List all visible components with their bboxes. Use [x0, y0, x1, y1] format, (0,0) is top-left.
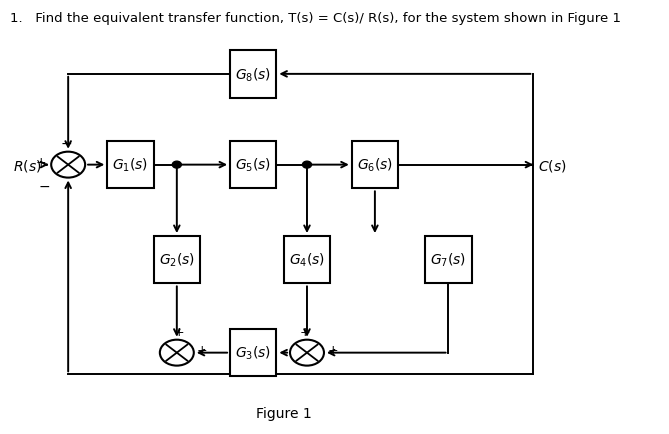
Text: +: + [35, 155, 46, 168]
Bar [230, 51, 276, 99]
Text: $G_2(s)$: $G_2(s)$ [159, 251, 195, 269]
Bar [154, 237, 200, 284]
Text: −: − [39, 180, 50, 194]
Bar [107, 141, 154, 189]
Text: +: + [327, 343, 338, 356]
Text: $G_8(s)$: $G_8(s)$ [235, 66, 272, 83]
Circle shape [160, 340, 194, 366]
Text: +: + [300, 325, 310, 338]
Bar [230, 329, 276, 377]
Text: $G_4(s)$: $G_4(s)$ [289, 251, 325, 269]
Text: $R(s)$: $R(s)$ [13, 157, 41, 173]
Text: $G_3(s)$: $G_3(s)$ [235, 344, 272, 362]
Circle shape [302, 162, 312, 169]
Bar [284, 237, 330, 284]
Bar [425, 237, 472, 284]
Text: $G_5(s)$: $G_5(s)$ [235, 157, 272, 174]
Circle shape [52, 152, 85, 178]
Bar [230, 141, 276, 189]
Text: $G_6(s)$: $G_6(s)$ [357, 157, 393, 174]
Text: $C(s)$: $C(s)$ [538, 157, 567, 173]
Text: +: + [197, 343, 207, 356]
Text: +: + [174, 325, 185, 338]
Circle shape [290, 340, 324, 366]
Text: 1.   Find the equivalent transfer function, T(s) = C(s)/ R(s), for the system sh: 1. Find the equivalent transfer function… [10, 12, 621, 25]
Text: $G_1(s)$: $G_1(s)$ [112, 157, 149, 174]
Text: Figure 1: Figure 1 [256, 406, 312, 420]
Text: −: − [60, 137, 72, 151]
Bar [352, 141, 398, 189]
Text: $G_7(s)$: $G_7(s)$ [430, 251, 466, 269]
Circle shape [173, 162, 181, 169]
